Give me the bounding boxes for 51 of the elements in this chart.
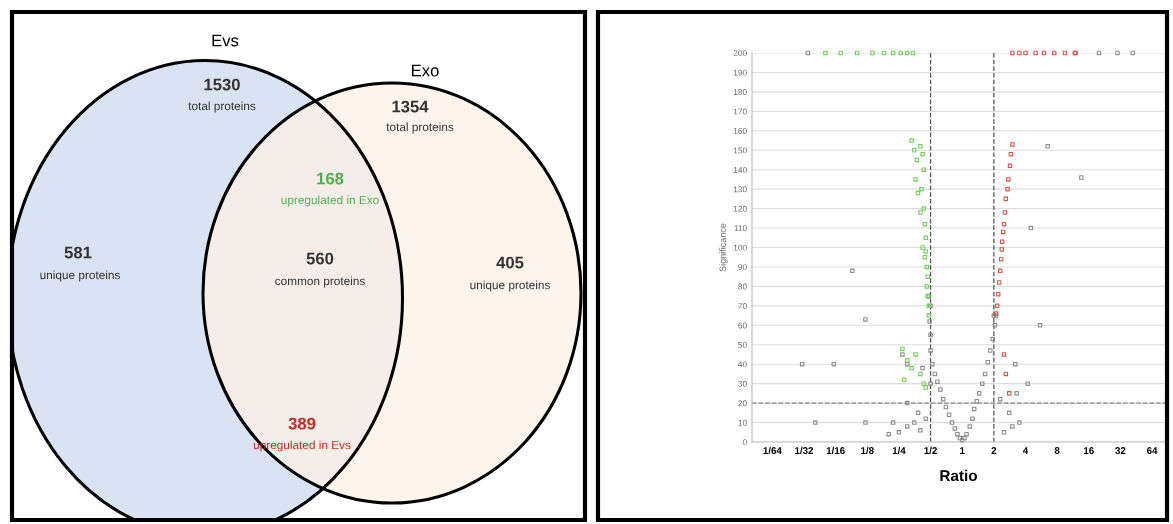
y-tick-label: 50 (738, 341, 747, 348)
y-tick-label: 10 (738, 419, 747, 426)
x-tick-label: 1/8 (861, 446, 874, 455)
text: 560 (306, 252, 334, 265)
x-tick-label: 2 (991, 447, 997, 454)
x-tick-label: 1/64 (763, 446, 782, 455)
text: unique proteins (40, 270, 120, 282)
data-label: 1354 (392, 100, 429, 113)
x-axis-title: Ratio (940, 469, 977, 482)
text: total proteins (188, 101, 256, 113)
y-axis-title: Significance (719, 223, 728, 272)
y-tick-label: 170 (733, 108, 747, 115)
text: unique proteins (470, 280, 550, 292)
category-label: Evs (212, 34, 239, 47)
y-tick-label: 110 (734, 225, 747, 232)
y-tick-label: 100 (733, 244, 747, 251)
x-tick-label: 16 (1083, 447, 1094, 454)
text: total proteins (386, 122, 454, 134)
y-tick-label: 160 (733, 128, 747, 134)
x-tick-label: 4 (1022, 447, 1029, 454)
x-tick-label: 1/16 (826, 446, 845, 455)
y-tick-label: 190 (733, 69, 747, 76)
y-tick-label: 130 (733, 186, 747, 193)
text: 405 (496, 256, 524, 269)
x-tick-label: 64 (1147, 447, 1158, 454)
y-tick-label: 70 (738, 303, 747, 309)
data-label: 1530 (204, 78, 240, 91)
text: common proteins (275, 276, 365, 288)
x-tick-label: 1/4 (892, 446, 906, 455)
x-tick-label: 32 (1115, 447, 1126, 455)
text: 389 (288, 417, 316, 430)
y-tick-label: 20 (738, 400, 747, 407)
y-tick-label: 140 (733, 166, 747, 173)
x-tick-label: 8 (1054, 447, 1060, 454)
y-tick-label: 200 (733, 50, 747, 57)
y-tick-label: 150 (733, 147, 747, 154)
category-label: Exo (412, 64, 439, 77)
x-tick-label: 1/32 (795, 446, 814, 455)
y-tick-label: 120 (733, 205, 747, 212)
y-tick-label: 30 (738, 380, 747, 387)
y-tick-label: 60 (738, 322, 747, 329)
text: 168 (317, 172, 344, 185)
text: 581 (64, 246, 92, 259)
y-tick-label: 180 (733, 89, 747, 95)
y-tick-label: 0 (742, 439, 747, 446)
y-tick-label: 90 (738, 264, 747, 271)
text: upregulated in Exo (281, 195, 379, 207)
x-tick-label: 1/2 (924, 446, 937, 455)
x-tick-label: 1 (960, 447, 965, 454)
y-tick-label: 80 (738, 283, 747, 290)
y-tick-label: 40 (738, 361, 747, 368)
